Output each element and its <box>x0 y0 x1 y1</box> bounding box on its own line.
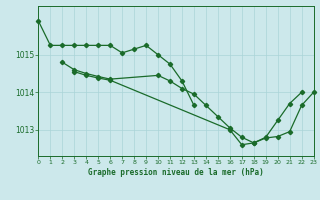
X-axis label: Graphe pression niveau de la mer (hPa): Graphe pression niveau de la mer (hPa) <box>88 168 264 177</box>
